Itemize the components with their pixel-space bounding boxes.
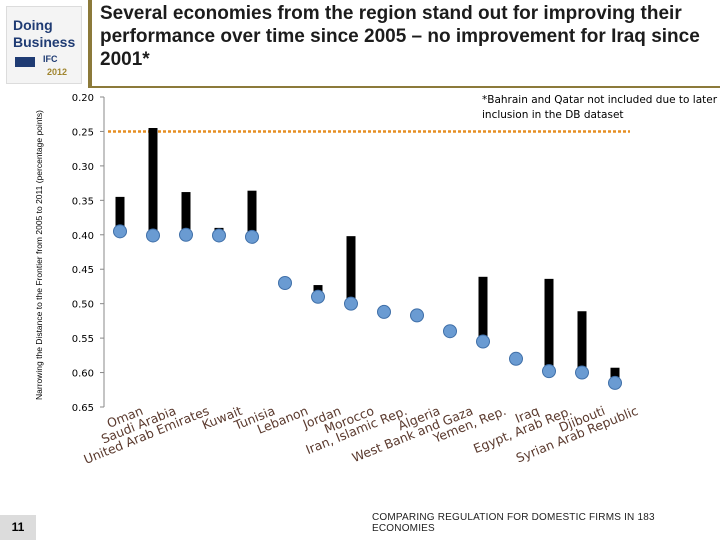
world-bank-mark-icon: [15, 57, 35, 67]
slide-title: Several economies from the region stand …: [100, 3, 700, 70]
bar: [478, 276, 488, 342]
data-point: [476, 334, 490, 349]
y-tick-label: 0.65: [72, 403, 94, 414]
bar: [346, 236, 356, 304]
data-point: [509, 351, 523, 366]
y-tick-label: 0.30: [72, 162, 94, 173]
header-horizontal-rule: [88, 86, 720, 88]
header-vertical-rule: [88, 0, 92, 86]
chart-footnote: *Bahrain and Qatar not included due to l…: [482, 94, 718, 121]
y-tick-label: 0.40: [72, 231, 94, 242]
data-point: [410, 308, 424, 323]
y-tick-label: 0.50: [72, 300, 94, 311]
bar: [181, 192, 191, 235]
bar: [148, 128, 158, 236]
y-tick-label: 0.55: [72, 334, 94, 345]
data-point: [179, 227, 193, 242]
bar: [544, 278, 554, 372]
y-tick-label: 0.60: [72, 369, 94, 380]
data-point: [575, 365, 589, 380]
footer-text: COMPARING REGULATION FOR DOMESTIC FIRMS …: [372, 512, 655, 534]
data-point: [212, 228, 226, 243]
data-point: [245, 229, 259, 244]
data-point: [542, 364, 556, 379]
data-point: [377, 304, 391, 319]
y-tick-label: 0.35: [72, 196, 94, 207]
bar: [115, 196, 125, 232]
y-tick-label: 0.25: [72, 127, 94, 138]
logo-line-2: Business: [13, 34, 76, 50]
doing-business-logo: Doing Business IFC 2012: [6, 6, 82, 84]
data-point: [344, 296, 358, 311]
logo-year: 2012: [47, 67, 68, 77]
data-point: [311, 289, 325, 304]
bar: [247, 190, 257, 237]
bar: [577, 311, 587, 373]
data-point: [608, 375, 622, 390]
logo-line-1: Doing: [13, 17, 53, 33]
logo-org: IFC: [43, 54, 58, 64]
y-tick-label: 0.45: [72, 265, 94, 276]
data-point: [278, 276, 292, 290]
y-tick-label: 0.20: [72, 93, 94, 104]
data-point: [113, 224, 127, 239]
bar: [610, 367, 620, 383]
data-point: [443, 324, 457, 339]
data-point: [146, 228, 160, 243]
page-number: 11: [0, 515, 36, 540]
